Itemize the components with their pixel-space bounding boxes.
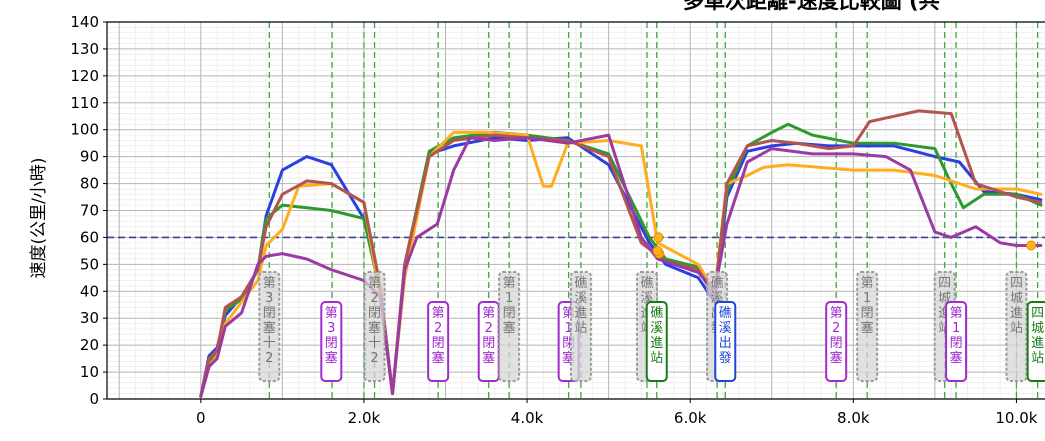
annotation-label: 第 1 閉塞: [498, 271, 521, 382]
axes: 0 10 20 30 40 50 60 70 80 90 100 110 120 130 140 0 2.0k 4…: [70, 13, 1045, 427]
annotation-text: 四城進站: [1031, 306, 1044, 366]
x-tick-label: 2.0k: [348, 409, 381, 427]
y-tick-label: 70: [80, 202, 99, 220]
annotation-label: 第 1 閉塞: [945, 301, 968, 382]
annotation-box: [1026, 301, 1045, 382]
y-tick-label: 140: [70, 13, 99, 31]
highlight-point: [653, 232, 664, 243]
annotation-text: 第 1 閉塞: [503, 276, 516, 336]
highlight-point: [1026, 240, 1037, 251]
annotation-text: 第 2 閉塞: [830, 306, 843, 366]
annotation-box: [363, 271, 386, 382]
annotation-box: [1005, 271, 1028, 382]
y-tick-label: 100: [70, 121, 99, 139]
highlight-points: [652, 232, 1037, 259]
x-tick-label: 4.0k: [511, 409, 544, 427]
annotation-label: 第 3 閉塞十 2: [258, 271, 281, 382]
annotation-text: 第 2 閉塞十 2: [368, 276, 381, 366]
annotation-text: 第 2 閉塞: [482, 306, 495, 366]
annotation-box: [714, 301, 737, 382]
y-tick-label: 60: [80, 228, 99, 246]
annotation-box: [320, 301, 343, 382]
annotation-box: [427, 301, 450, 382]
annotation-box: [258, 271, 281, 382]
y-tick-label: 120: [70, 67, 99, 85]
y-tick-label: 0: [89, 390, 99, 408]
series-line-3: [199, 130, 1043, 398]
annotation-box: [569, 271, 592, 382]
annotation-text: 第 3 閉塞: [325, 306, 338, 366]
annotation-label: 四城進站: [1026, 301, 1045, 382]
x-tick-label: 0: [196, 409, 206, 427]
annotation-label: 礁溪進站: [569, 271, 592, 382]
annotation-label: 第 1 閉塞: [856, 271, 879, 382]
annotation-box: [477, 301, 500, 382]
y-tick-label: 130: [70, 40, 99, 58]
annotation-label: 四城進站: [1005, 271, 1028, 382]
annotation-box: [825, 301, 848, 382]
y-tick-label: 20: [80, 336, 99, 354]
annotation-label: 第 2 閉塞: [825, 301, 848, 382]
annotation-label: 第 2 閉塞: [477, 301, 500, 382]
annotation-text: 第 1 閉塞: [950, 306, 963, 366]
x-tick-label: 8.0k: [837, 409, 870, 427]
annotation-text: 四城進站: [1010, 276, 1023, 336]
annotation-label: 第 2 閉塞十 2: [363, 271, 386, 382]
annotation-text: 第 2 閉塞: [432, 306, 445, 366]
series-group: [199, 109, 1043, 398]
y-tick-label: 80: [80, 175, 99, 193]
y-tick-label: 10: [80, 363, 99, 381]
x-tick-label: 10.0k: [995, 409, 1037, 427]
y-tick-label: 40: [80, 282, 99, 300]
annotation-label: 礁溪出發: [714, 301, 737, 382]
annotation-label: 第 3 閉塞: [320, 301, 343, 382]
annotation-text: 第 3 閉塞十 2: [263, 276, 276, 366]
y-tick-label: 50: [80, 255, 99, 273]
highlight-point: [652, 245, 663, 256]
annotation-text: 礁溪出發: [719, 305, 732, 366]
chart-title: 多車次距離-速度比較圖 (共: [683, 0, 940, 13]
y-axis-label: 速度(公里/小時): [29, 158, 49, 279]
annotation-box: [645, 301, 668, 382]
annotation-text: 礁溪進站: [650, 305, 663, 366]
y-tick-label: 110: [70, 94, 99, 112]
annotation-text: 礁溪進站: [574, 275, 587, 336]
annotation-label: 礁溪進站: [645, 301, 668, 382]
series-line-5: [199, 133, 1043, 398]
annotation-box: [498, 271, 521, 382]
annotations: 第3閉塞十2第3閉塞第2閉塞十2第2閉塞第2閉塞第1閉塞第1閉塞礁溪進站礁溪進站…: [258, 271, 1045, 382]
y-tick-label: 90: [80, 148, 99, 166]
annotation-box: [945, 301, 968, 382]
y-tick-label: 30: [80, 309, 99, 327]
x-tick-label: 6.0k: [674, 409, 707, 427]
annotation-text: 第 1 閉塞: [861, 276, 874, 336]
annotation-box: [856, 271, 879, 382]
annotation-label: 第 2 閉塞: [427, 301, 450, 382]
